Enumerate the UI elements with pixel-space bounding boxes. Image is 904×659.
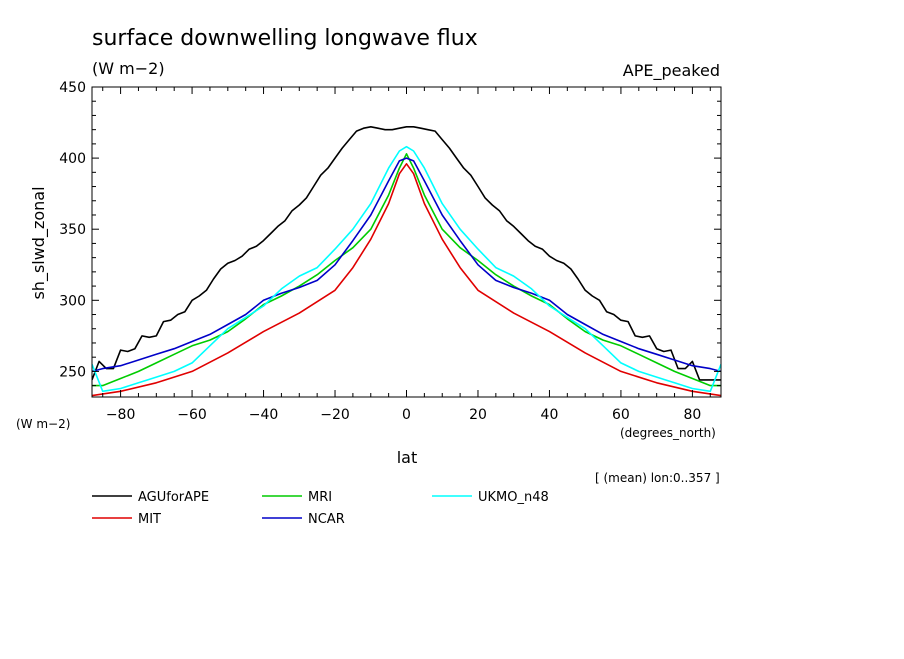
- x-tick-label: 0: [402, 407, 411, 423]
- legend-label-ukmo-n48: UKMO_n48: [478, 490, 549, 505]
- series-group: [92, 126, 721, 397]
- x-axis-units: (degrees_north): [620, 426, 716, 440]
- x-axis-label: lat: [397, 448, 418, 467]
- series-line-mit: [92, 163, 721, 397]
- x-tick-label: −80: [106, 407, 136, 423]
- plot-frame: [91, 86, 722, 398]
- x-tick-label: 60: [612, 407, 630, 423]
- y-axis-units: (W m−2): [16, 417, 70, 431]
- y-tick-label: 250: [59, 364, 86, 380]
- x-tick-label: 80: [683, 407, 701, 423]
- x-tick-label: 40: [541, 407, 559, 423]
- x-tick-label: −40: [249, 407, 279, 423]
- data-note: [ (mean) lon:0..357 ]: [595, 471, 720, 485]
- chart-title: surface downwelling longwave flux: [92, 26, 478, 51]
- legend-label-mri: MRI: [308, 490, 332, 505]
- experiment-label: APE_peaked: [623, 61, 720, 81]
- plot-area: −80 −60 −40 −20 0 20 40 60 80 250 300 350 400 450: [59, 80, 722, 423]
- legend-label-aguforape: AGUforAPE: [138, 490, 209, 505]
- series-line-aguforape: [92, 126, 721, 381]
- x-tick-label: 20: [469, 407, 487, 423]
- y-tick-label: 350: [59, 222, 86, 238]
- legend-label-mit: MIT: [138, 512, 161, 527]
- y-tick-label: 400: [59, 151, 86, 167]
- x-tick-label: −60: [177, 407, 207, 423]
- x-tick-label: −20: [320, 407, 350, 423]
- chart-units: (W m−2): [92, 59, 165, 78]
- y-tick-label: 300: [59, 293, 86, 309]
- series-line-ncar: [92, 157, 721, 373]
- series-line-mri: [92, 153, 721, 387]
- legend-label-ncar: NCAR: [308, 512, 345, 527]
- y-tick-label: 450: [59, 80, 86, 96]
- y-axis-label: sh_slwd_zonal: [29, 186, 49, 299]
- series-line-ukmo-n48: [92, 145, 721, 393]
- legend: AGUforAPE MIT MRI NCAR UKMO_n48: [92, 490, 549, 527]
